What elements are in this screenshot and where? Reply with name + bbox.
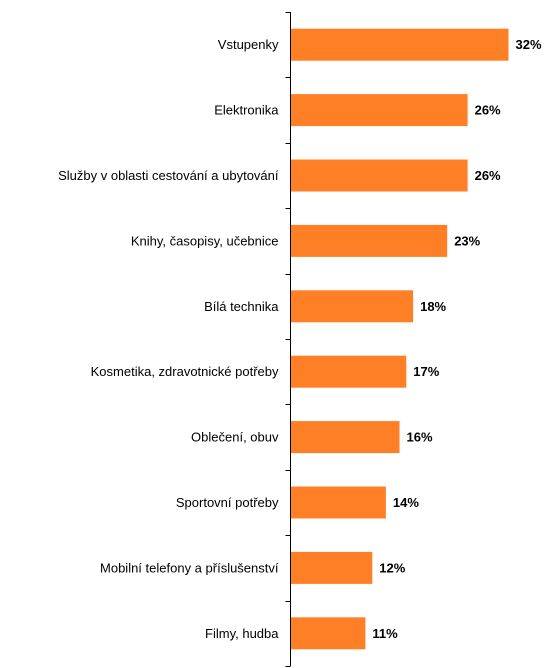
bar-sluzby-v-oblasti-cestovani-a-ubytovani <box>290 159 468 192</box>
bar-kosmetika-zdravotnicke-potreby <box>290 355 407 388</box>
value-label-vstupenky: 32% <box>516 37 542 52</box>
value-label-sluzby-v-oblasti-cestovani-a-ubytovani: 26% <box>475 168 501 183</box>
category-label-bila-technika: Bílá technika <box>204 299 279 314</box>
value-label-kosmetika-zdravotnicke-potreby: 17% <box>413 364 439 379</box>
category-label-mobilni-telefony-a-prislusenstvi: Mobilní telefony a příslušenství <box>100 560 279 575</box>
value-label-elektronika: 26% <box>475 103 501 118</box>
bar-obleceni-obuv <box>290 421 400 454</box>
category-label-filmy-hudba: Filmy, hudba <box>205 626 279 641</box>
bar-elektronika <box>290 94 468 127</box>
bars-group <box>290 28 509 650</box>
value-label-sportovni-potreby: 14% <box>393 495 419 510</box>
category-label-sluzby-v-oblasti-cestovani-a-ubytovani: Služby v oblasti cestování a ubytování <box>58 168 279 183</box>
value-label-filmy-hudba: 11% <box>372 626 398 641</box>
category-label-obleceni-obuv: Oblečení, obuv <box>191 430 279 445</box>
bar-vstupenky <box>290 28 509 61</box>
y-axis <box>285 12 291 667</box>
category-label-knihy-casopisy-ucebnice: Knihy, časopisy, učebnice <box>131 233 279 248</box>
category-label-sportovni-potreby: Sportovní potřeby <box>176 495 279 510</box>
bar-bila-technika <box>290 290 414 323</box>
value-label-obleceni-obuv: 16% <box>407 430 433 445</box>
value-labels-group: 32% 26% 26% 23% 18% 17% 16% 14% 12% 11% <box>372 37 542 641</box>
category-label-kosmetika-zdravotnicke-potreby: Kosmetika, zdravotnické potřeby <box>91 364 279 379</box>
bar-knihy-casopisy-ucebnice <box>290 224 448 257</box>
bar-mobilni-telefony-a-prislusenstvi <box>290 551 373 584</box>
value-label-knihy-casopisy-ucebnice: 23% <box>454 233 480 248</box>
bar-filmy-hudba <box>290 617 366 650</box>
value-label-bila-technika: 18% <box>420 299 446 314</box>
bar-sportovni-potreby <box>290 486 386 519</box>
category-label-vstupenky: Vstupenky <box>218 37 279 52</box>
category-labels-group: Vstupenky Elektronika Služby v oblasti ces… <box>58 37 279 641</box>
value-label-mobilni-telefony-a-prislusenstvi: 12% <box>379 560 405 575</box>
category-label-elektronika: Elektronika <box>214 103 279 118</box>
